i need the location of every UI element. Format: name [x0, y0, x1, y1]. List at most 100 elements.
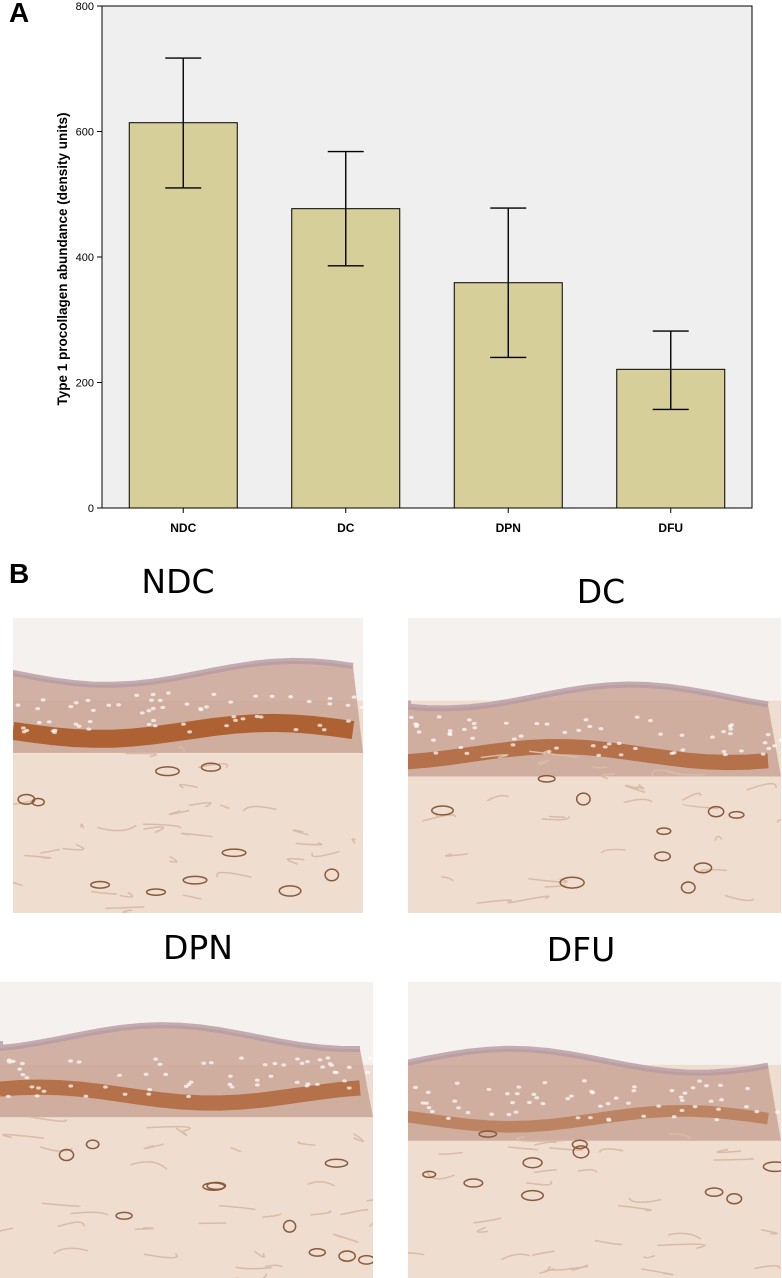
- keratinocyte-nucleus: [151, 718, 156, 723]
- collagen-fiber: [311, 850, 340, 858]
- keratinocyte-nucleus: [582, 1079, 587, 1083]
- collagen-fiber: [295, 842, 323, 846]
- keratinocyte-nucleus: [321, 728, 327, 732]
- vessel: [338, 1250, 356, 1262]
- micrograph-title-dc: DC: [576, 572, 626, 611]
- vessel: [85, 1139, 100, 1150]
- keratinocyte-nucleus: [229, 1085, 235, 1089]
- keratinocyte-nucleus: [122, 1092, 128, 1096]
- collagen-fiber: [534, 1141, 557, 1146]
- keratinocyte-nucleus: [160, 705, 166, 710]
- collagen-fiber: [594, 1239, 623, 1246]
- collagen-fiber: [754, 1264, 781, 1270]
- keratinocyte-nucleus: [542, 1081, 548, 1085]
- collagen-fiber: [24, 854, 52, 859]
- keratinocyte-nucleus: [288, 695, 294, 699]
- collagen-fiber: [529, 750, 578, 758]
- vessel: [324, 868, 340, 882]
- keratinocyte-nucleus: [710, 735, 715, 739]
- collagen-fiber: [444, 853, 468, 857]
- collagen-fiber: [642, 1254, 656, 1259]
- keratinocyte-nucleus: [254, 714, 260, 719]
- keratinocyte-nucleus: [534, 722, 540, 726]
- vessel: [422, 1170, 437, 1179]
- keratinocyte-nucleus: [426, 1106, 432, 1110]
- collagen-fiber: [508, 895, 550, 904]
- keratinocyte-nucleus: [68, 705, 74, 709]
- keratinocyte-nucleus: [36, 1086, 41, 1090]
- keratinocyte-nucleus: [456, 1106, 461, 1110]
- keratinocyte-nucleus: [254, 1083, 260, 1087]
- collagen-fiber: [292, 829, 309, 836]
- vessel: [478, 1130, 498, 1138]
- keratinocyte-nucleus: [157, 698, 163, 702]
- keratinocyte-nucleus: [514, 1092, 520, 1096]
- keratinocyte-nucleus: [294, 1080, 300, 1084]
- keratinocyte-nucleus: [680, 748, 686, 752]
- keratinocyte-nucleus: [565, 1097, 571, 1101]
- micrograph-ndc-image: [13, 618, 363, 913]
- keratinocyte-nucleus: [7, 1060, 12, 1064]
- collagen-fiber: [668, 1133, 691, 1140]
- collagen-fiber: [53, 1247, 89, 1255]
- collagen-fiber: [366, 1199, 373, 1202]
- keratinocyte-nucleus: [150, 706, 156, 711]
- collagen-fiber: [651, 769, 674, 777]
- collagen-fiber: [310, 1210, 332, 1216]
- keratinocyte-nucleus: [342, 1079, 347, 1083]
- collagen-fiber: [235, 1266, 272, 1270]
- stratum-corneum: [408, 1045, 769, 1076]
- keratinocyte-nucleus: [690, 1086, 696, 1090]
- collagen-fiber: [533, 1168, 557, 1174]
- keratinocyte-nucleus: [134, 693, 140, 697]
- keratinocyte-nucleus: [633, 746, 638, 751]
- keratinocyte-nucleus: [766, 746, 772, 751]
- keratinocyte-nucleus: [272, 1061, 278, 1066]
- keratinocyte-nucleus: [714, 1118, 720, 1122]
- micrograph-svg: [408, 982, 781, 1278]
- y-tick-label: 200: [76, 378, 94, 390]
- keratinocyte-nucleus: [367, 1056, 373, 1060]
- vessel: [680, 881, 696, 894]
- collagen-fiber: [667, 1232, 702, 1240]
- collagen-fiber: [716, 1148, 742, 1154]
- keratinocyte-nucleus: [626, 1101, 631, 1105]
- vessel: [728, 810, 745, 819]
- keratinocyte-nucleus: [186, 1082, 192, 1087]
- collagen-fiber: [143, 1253, 178, 1259]
- keratinocyte-nucleus: [506, 1112, 512, 1117]
- epidermis-layer: [408, 1048, 781, 1141]
- keratinocyte-nucleus: [516, 1085, 522, 1089]
- keratinocyte-nucleus: [228, 1074, 233, 1078]
- keratinocyte-nucleus: [327, 696, 333, 701]
- keratinocyte-nucleus: [436, 715, 442, 719]
- keratinocyte-nucleus: [86, 727, 92, 731]
- vessel: [656, 827, 672, 836]
- vessel: [520, 1189, 545, 1202]
- keratinocyte-nucleus: [678, 1095, 684, 1099]
- collagen-fiber: [188, 801, 212, 808]
- collagen-fiber: [96, 824, 137, 832]
- keratinocyte-nucleus: [721, 749, 727, 754]
- vessel: [463, 1178, 484, 1188]
- keratinocyte-nucleus: [531, 1092, 537, 1096]
- keratinocyte-nucleus: [240, 717, 246, 721]
- collagen-fiber: [57, 1221, 85, 1228]
- keratinocyte-nucleus: [745, 1087, 750, 1091]
- keratinocyte-nucleus: [465, 1111, 471, 1115]
- collagen-fiber: [714, 835, 723, 841]
- stained-basal-band: [13, 713, 355, 748]
- x-tick-label-dfu: DFU: [658, 521, 683, 535]
- keratinocyte-nucleus: [598, 727, 604, 731]
- y-tick-label: 800: [76, 1, 94, 13]
- keratinocyte-nucleus: [146, 1092, 152, 1096]
- keratinocyte-nucleus: [671, 1115, 677, 1119]
- vessel: [726, 1193, 743, 1205]
- keratinocyte-nucleus: [606, 1118, 612, 1122]
- keratinocyte-nucleus: [346, 719, 351, 723]
- keratinocyte-nucleus: [447, 732, 453, 737]
- collagen-fiber: [178, 745, 186, 752]
- keratinocyte-nucleus: [254, 1078, 260, 1082]
- keratinocyte-nucleus: [85, 698, 91, 702]
- keratinocyte-nucleus: [163, 1072, 169, 1076]
